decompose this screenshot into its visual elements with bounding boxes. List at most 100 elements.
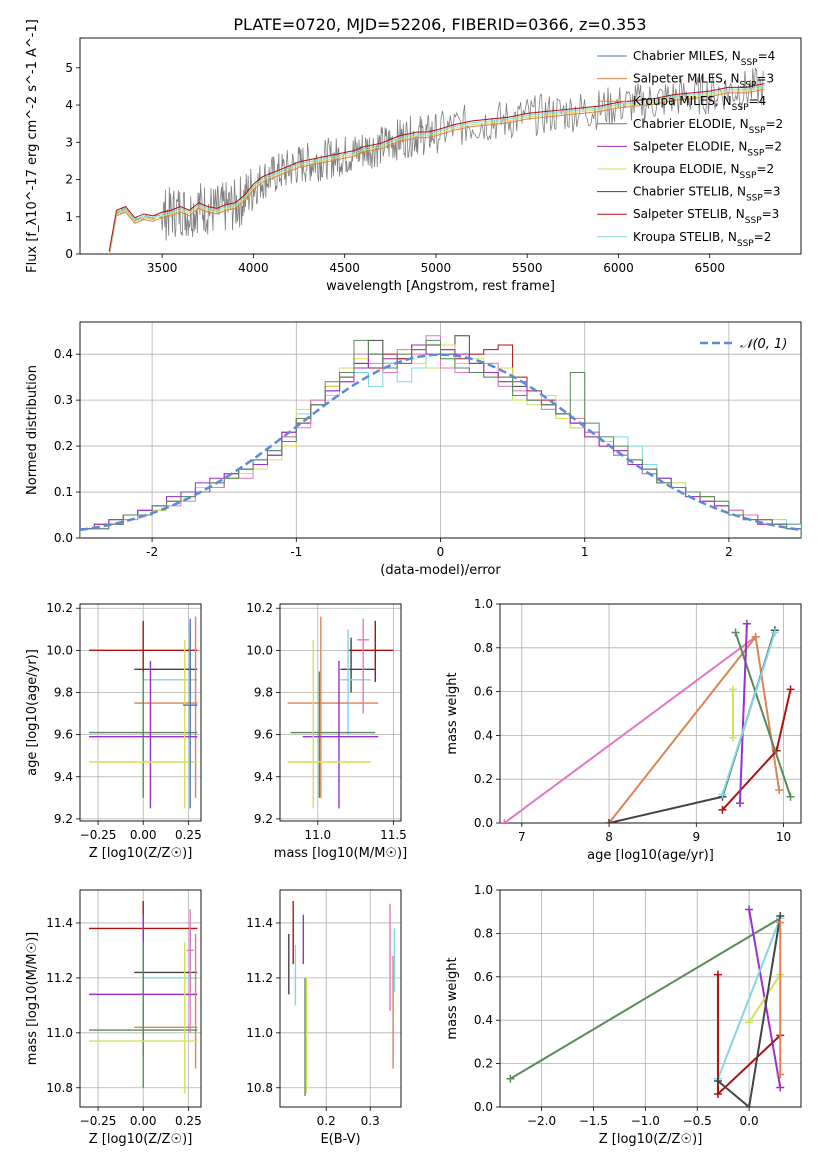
plot-area	[89, 900, 198, 1094]
mass-weight-line	[748, 974, 782, 1023]
x-tick-label: 5500	[512, 261, 543, 275]
x-axis-label: wavelength [Angstrom, rest frame]	[326, 279, 555, 294]
legend-subscript: SSP	[746, 194, 763, 204]
y-tick-label: 11.0	[246, 1026, 273, 1040]
mass-weight-marker	[605, 819, 614, 823]
y-tick-label: 9.4	[254, 770, 273, 784]
legend-value: =2	[756, 162, 774, 176]
x-tick-label: −0.25	[80, 1114, 117, 1128]
x-tick-label: 8	[605, 830, 613, 844]
y-tick-label: 11.4	[246, 916, 273, 930]
mass-weight-marker	[500, 819, 509, 823]
legend-subscript: SSP	[741, 58, 758, 68]
x-tick-label: −2.0	[527, 1114, 556, 1128]
y-tick-label: 1.0	[474, 883, 493, 897]
y-axis-label: mass weight	[445, 957, 460, 1039]
legend-subscript: SSP	[745, 216, 762, 226]
panel-age_vs_Z: −0.25 0.00 0.25 9.2 9.4 9.6 9.8 10.0 10.2 Z [log1…	[25, 601, 202, 861]
x-tick-label: 0.25	[175, 1114, 202, 1128]
mass-weight-line	[503, 636, 757, 823]
axes-frame	[79, 321, 802, 539]
x-axis-label: E(B-V)	[320, 1132, 360, 1147]
panel-mass_vs_ebv: 0.2 0.3 10.8 11.0 11.2 11.4 E(B-V)	[246, 889, 402, 1147]
y-axis-label: mass weight	[445, 672, 460, 754]
y-tick-label: 4	[65, 98, 73, 112]
x-tick-label: 0.0	[740, 1114, 759, 1128]
y-tick-label: 1.0	[474, 597, 493, 611]
model-line	[108, 84, 765, 254]
legend-subscript: SSP	[747, 148, 764, 158]
mass-weight-line	[717, 917, 782, 1080]
x-axis-label: (data-model)/error	[380, 563, 501, 578]
x-tick-label: 11.0	[304, 828, 331, 842]
mass-weight-marker	[775, 786, 784, 795]
y-tick-label: 1	[65, 210, 73, 224]
legend-entry: Salpeter ELODIE, NSSP=2	[633, 139, 782, 158]
legend-value: =2	[754, 230, 772, 244]
mass-weight-marker	[770, 628, 779, 637]
y-tick-label: 0.2	[474, 1057, 493, 1071]
panel-residual_hist: -2 -1 0 1 2 0.0 0.1 0.2 0.3 0.4 (data-model)/error…	[25, 321, 802, 578]
x-tick-label: −0.25	[80, 828, 117, 842]
y-tick-label: 10.0	[246, 643, 273, 657]
mass-weight-marker	[713, 1076, 722, 1085]
x-tick-label: 0.3	[361, 1114, 380, 1128]
y-tick-label: 5	[65, 61, 73, 75]
y-tick-label: 11.0	[46, 1026, 73, 1040]
mass-weight-marker	[776, 918, 785, 927]
legend-entry: 𝒩(0, 1)	[740, 337, 787, 352]
figure-title: PLATE=0720, MJD=52206, FIBERID=0366, z=0…	[233, 15, 646, 34]
x-tick-label: 0.00	[130, 828, 157, 842]
y-tick-label: 9.6	[254, 728, 273, 742]
x-axis-label: age [log10(age/yr)]	[587, 848, 714, 863]
y-tick-label: 9.8	[54, 685, 73, 699]
plot-area	[108, 66, 765, 254]
plot-area	[288, 900, 396, 1097]
x-tick-label: 0.2	[317, 1114, 336, 1128]
panel-mass_vs_Z: −0.25 0.00 0.25 10.8 11.0 11.2 11.4 Z [log10(Z/…	[25, 889, 202, 1147]
x-axis-label: Z [log10(Z/Z☉)]	[599, 1132, 703, 1147]
mass-weight-marker	[713, 970, 722, 979]
normal-curve	[80, 353, 801, 532]
mass-weight-marker	[745, 1103, 754, 1107]
mass-weight-line	[608, 634, 781, 823]
x-tick-label: 7	[518, 830, 526, 844]
mass-weight-line	[738, 623, 748, 804]
panel-massweight_vs_Z: −2.0 −1.5 −1.0 −0.5 0.0 0.0 0.2 0.4 0.6 0.8 1.0 Z […	[445, 883, 802, 1147]
axes-frame	[499, 603, 802, 824]
x-tick-label: 0.00	[130, 1114, 157, 1128]
x-tick-label: −0.5	[683, 1114, 712, 1128]
mass-weight-marker	[745, 905, 754, 914]
axes-frame	[79, 603, 202, 822]
y-tick-label: 2	[65, 173, 73, 187]
axes-frame	[279, 889, 402, 1108]
x-tick-label: −1.5	[579, 1114, 608, 1128]
mass-weight-marker	[718, 805, 727, 814]
y-tick-label: 11.4	[46, 916, 73, 930]
x-axis-label: mass [log10(M/M☉)]	[274, 846, 407, 861]
y-tick-label: 0.4	[54, 347, 73, 361]
x-tick-label: -1	[290, 545, 302, 559]
y-axis-label: age [log10(age/yr)]	[25, 649, 40, 776]
mass-weight-marker	[506, 1074, 515, 1083]
mass-weight-marker	[786, 792, 795, 801]
axes-frame	[79, 889, 202, 1108]
mass-weight-marker	[713, 1089, 722, 1098]
plot-area	[89, 616, 198, 809]
legend-entry: Chabrier ELODIE, NSSP=2	[633, 117, 783, 136]
mass-weight-marker	[776, 1070, 785, 1079]
y-tick-label: 10.8	[46, 1081, 73, 1095]
legend-subscript: SSP	[737, 239, 754, 249]
x-tick-label: 3500	[147, 261, 178, 275]
panel-massweight_vs_age: 7 8 9 10 0.0 0.2 0.4 0.6 0.8 1.0 age [log10(age/yr…	[445, 597, 802, 863]
y-tick-label: 10.2	[46, 601, 73, 615]
legend-entry: Kroupa ELODIE, NSSP=2	[633, 162, 774, 181]
legend-entry: Salpeter STELIB, NSSP=3	[633, 207, 779, 226]
x-tick-label: 4500	[329, 261, 360, 275]
mass-weight-marker	[751, 632, 760, 641]
y-tick-label: 0.6	[474, 685, 493, 699]
mass-weight-marker	[786, 685, 795, 694]
axes-frame	[279, 603, 402, 822]
y-tick-label: 0.2	[54, 439, 73, 453]
